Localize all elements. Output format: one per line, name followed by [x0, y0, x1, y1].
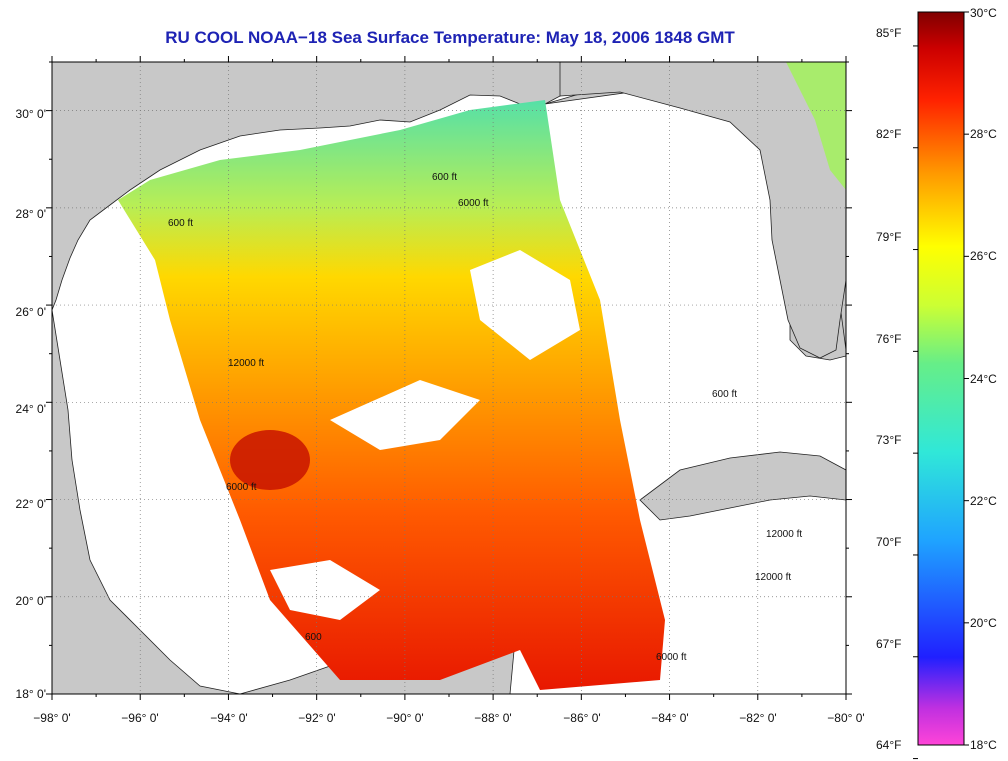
map-title: RU COOL NOAA−18 Sea Surface Temperature:… [165, 28, 735, 47]
contour-label: 600 ft [712, 389, 737, 400]
colorbar-label-c: 24°C [970, 372, 997, 386]
contour-label: 6000 ft [226, 482, 257, 493]
colorbar-label-c: 26°C [970, 249, 997, 263]
sst-warm-core [230, 430, 310, 490]
lon-tick-label: −92° 0' [298, 711, 335, 725]
colorbar-label-f: 82°F [876, 127, 902, 141]
lat-tick-label: 24° 0' [16, 402, 46, 416]
contour-label: 12000 ft [766, 529, 802, 540]
colorbar-label-f: 85°F [876, 26, 902, 40]
lat-tick-label: 28° 0' [16, 207, 46, 221]
lat-tick-label: 22° 0' [16, 497, 46, 511]
colorbar-label-c: 30°C [970, 6, 997, 20]
cloud-patch-3 [270, 560, 380, 620]
lon-tick-label: −94° 0' [210, 711, 247, 725]
colorbar-label-c: 28°C [970, 127, 997, 141]
contour-label: 12000 ft [755, 572, 791, 583]
colorbar-label-f: 73°F [876, 433, 902, 447]
colorbar-label-f: 79°F [876, 230, 902, 244]
lon-tick-label: −86° 0' [563, 711, 600, 725]
colorbar-label-c: 20°C [970, 616, 997, 630]
land-cuba [639, 451, 846, 521]
grid-lines [52, 62, 846, 694]
lon-tick-label: −90° 0' [386, 711, 423, 725]
lon-tick-label: −82° 0' [739, 711, 776, 725]
contour-label: 12000 ft [228, 358, 264, 369]
contour-label: 600 ft [432, 172, 457, 183]
lat-tick-label: 18° 0' [16, 687, 46, 701]
colorbar-label-f: 70°F [876, 535, 902, 549]
lon-tick-label: −96° 0' [121, 711, 158, 725]
lon-tick-label: −80° 0' [827, 711, 864, 725]
lat-tick-label: 30° 0' [16, 107, 46, 121]
colorbar-label-f: 76°F [876, 332, 902, 346]
lat-tick-label: 26° 0' [16, 305, 46, 319]
lat-axis-labels: 18° 0' 20° 0' 22° 0' 24° 0' 26° 0' 28° 0… [16, 107, 46, 701]
colorbar-label-c: 22°C [970, 494, 997, 508]
colorbar-label-c: 18°C [970, 738, 997, 752]
lon-tick-label: −98° 0' [33, 711, 70, 725]
colorbar [917, 11, 965, 746]
contour-label: 600 [305, 632, 322, 643]
lon-axis-labels: −98° 0' −96° 0' −94° 0' −92° 0' −90° 0' … [33, 711, 864, 725]
land-florida-body [559, 62, 846, 359]
lon-tick-label: −84° 0' [651, 711, 688, 725]
sst-atlantic-strip [786, 62, 846, 190]
colorbar-label-f: 64°F [876, 738, 902, 752]
land-mexico [52, 309, 241, 694]
contour-label: 6000 ft [656, 652, 687, 663]
colorbar-label-f: 67°F [876, 637, 902, 651]
contour-label: 600 ft [168, 218, 193, 229]
lat-tick-label: 20° 0' [16, 594, 46, 608]
lon-tick-label: −88° 0' [474, 711, 511, 725]
contour-label: 6000 ft [458, 198, 489, 209]
